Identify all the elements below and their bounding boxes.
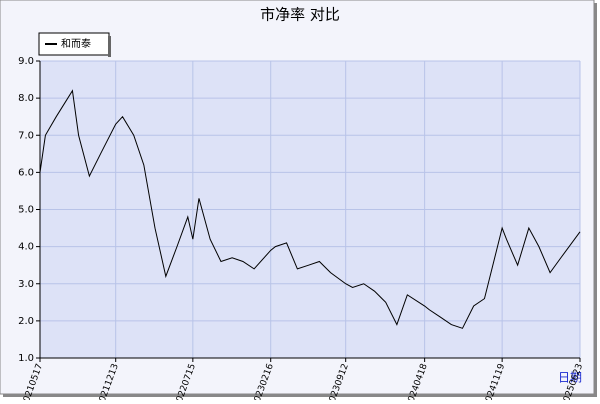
y-tick-label: 9.0 bbox=[18, 56, 34, 67]
x-axis-label: 日期 bbox=[558, 371, 582, 385]
legend-label: 和而泰 bbox=[61, 37, 91, 50]
legend-shadow bbox=[108, 36, 111, 57]
y-tick-label: 3.0 bbox=[18, 279, 34, 290]
chart-title: 市净率 对比 bbox=[260, 6, 340, 24]
series-line bbox=[39, 89, 581, 329]
legend: 和而泰 bbox=[38, 32, 111, 57]
y-tick-label: 5.0 bbox=[18, 205, 34, 216]
y-tick-label: 8.0 bbox=[18, 93, 34, 104]
y-tick-label: 4.0 bbox=[18, 242, 34, 253]
y-tick-label: 7.0 bbox=[18, 130, 34, 141]
y-tick-label: 1.0 bbox=[18, 353, 34, 364]
y-tick-label: 2.0 bbox=[18, 316, 34, 327]
y-tick-label: 6.0 bbox=[18, 167, 34, 178]
